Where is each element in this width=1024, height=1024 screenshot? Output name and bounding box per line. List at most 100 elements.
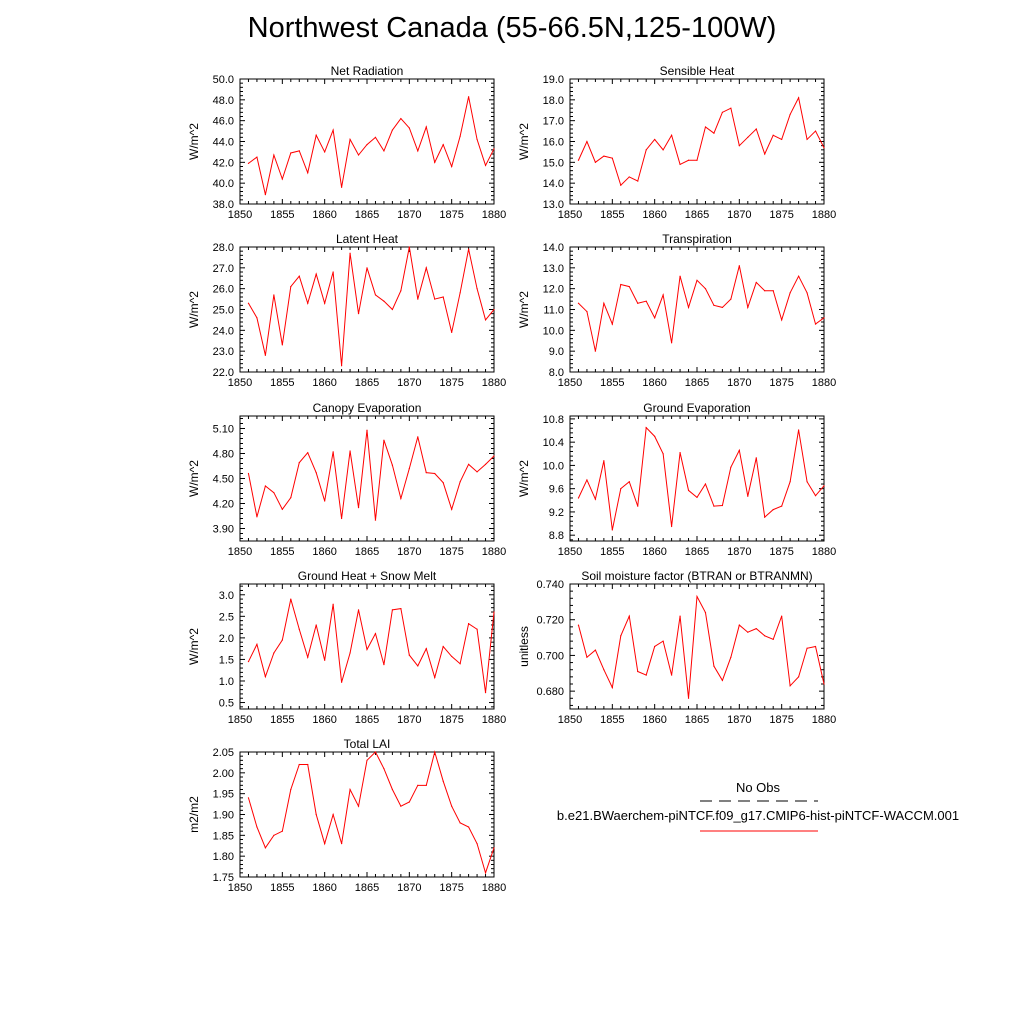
y-tick-label: 42.0 bbox=[213, 157, 234, 169]
data-point bbox=[493, 308, 495, 311]
x-tick-label: 1850 bbox=[228, 882, 252, 894]
data-point bbox=[654, 317, 656, 319]
data-point bbox=[298, 628, 300, 630]
x-tick-label: 1870 bbox=[397, 209, 421, 221]
data-point bbox=[637, 505, 639, 507]
data-point bbox=[247, 660, 250, 663]
data-point bbox=[493, 455, 495, 457]
series-line bbox=[578, 426, 825, 531]
data-point bbox=[400, 497, 402, 500]
x-tick-label: 1880 bbox=[812, 714, 836, 726]
x-tick-label: 1865 bbox=[685, 377, 709, 389]
data-point bbox=[459, 822, 461, 824]
y-tick-label: 8.8 bbox=[549, 530, 564, 542]
data-point bbox=[603, 155, 605, 157]
data-point bbox=[425, 472, 427, 474]
data-point bbox=[764, 153, 766, 155]
data-point bbox=[434, 676, 436, 679]
data-point bbox=[772, 134, 774, 136]
x-tick-label: 1880 bbox=[482, 546, 506, 558]
panel-title: Sensible Heat bbox=[660, 64, 735, 78]
data-point bbox=[781, 319, 783, 321]
series-line bbox=[248, 246, 495, 366]
data-point bbox=[298, 763, 300, 766]
data-point bbox=[781, 615, 783, 617]
data-point bbox=[645, 300, 647, 302]
data-point bbox=[366, 648, 368, 651]
data-point bbox=[476, 288, 478, 290]
data-point bbox=[577, 302, 580, 304]
data-point bbox=[281, 178, 283, 180]
data-point bbox=[341, 517, 343, 520]
y-tick-label: 3.90 bbox=[213, 524, 234, 536]
x-tick-label: 1865 bbox=[355, 882, 379, 894]
data-point bbox=[349, 652, 351, 654]
y-tick-label: 0.5 bbox=[219, 698, 234, 710]
data-point bbox=[332, 451, 334, 453]
data-point bbox=[823, 317, 825, 319]
data-point bbox=[247, 797, 250, 799]
panel-title: Canopy Evaporation bbox=[313, 401, 422, 415]
data-point bbox=[730, 466, 732, 468]
data-point bbox=[264, 194, 266, 196]
data-point bbox=[738, 449, 740, 451]
data-point bbox=[594, 649, 597, 651]
y-tick-label: 0.740 bbox=[536, 579, 564, 591]
panel-8: Soil moisture factor (BTRAN or BTRANMN) u… bbox=[517, 569, 836, 726]
x-tick-label: 1855 bbox=[600, 714, 624, 726]
series-line bbox=[578, 265, 825, 352]
data-point bbox=[451, 805, 453, 807]
y-tick-label: 44.0 bbox=[213, 137, 234, 149]
series-line bbox=[248, 598, 495, 693]
x-tick-label: 1875 bbox=[439, 209, 463, 221]
data-point bbox=[764, 290, 766, 292]
data-point bbox=[374, 136, 377, 138]
data-point bbox=[315, 273, 317, 275]
data-point bbox=[468, 248, 470, 250]
x-tick-label: 1850 bbox=[228, 209, 252, 221]
x-tick-label: 1875 bbox=[439, 882, 463, 894]
data-point bbox=[671, 525, 673, 528]
data-point bbox=[679, 275, 681, 277]
y-axis-label: W/m^2 bbox=[187, 460, 201, 497]
data-point bbox=[645, 149, 647, 151]
data-point bbox=[374, 294, 377, 296]
panel-3: Latent Heat W/m^2 1850 1855 1860 1865 1870 1875… bbox=[187, 232, 506, 389]
data-point bbox=[721, 306, 724, 309]
data-point bbox=[789, 113, 791, 116]
legend-obs-label: No Obs bbox=[736, 780, 781, 795]
data-point bbox=[315, 134, 317, 136]
data-point bbox=[383, 150, 385, 152]
data-point bbox=[586, 479, 588, 481]
y-tick-label: 1.85 bbox=[213, 830, 234, 842]
data-point bbox=[400, 607, 402, 610]
data-point bbox=[425, 126, 427, 128]
y-tick-label: 14.0 bbox=[543, 178, 564, 190]
data-point bbox=[332, 603, 334, 605]
plot-frame bbox=[239, 78, 495, 205]
data-point bbox=[408, 246, 410, 248]
data-point bbox=[324, 843, 326, 845]
data-point bbox=[391, 129, 393, 131]
series-line bbox=[247, 750, 495, 875]
data-point bbox=[357, 154, 360, 156]
data-point bbox=[417, 436, 419, 438]
data-point bbox=[442, 482, 444, 484]
data-point bbox=[468, 826, 470, 828]
data-point bbox=[747, 631, 749, 633]
data-point bbox=[637, 180, 639, 182]
data-point bbox=[594, 350, 597, 352]
data-point bbox=[721, 504, 724, 507]
data-point bbox=[357, 313, 360, 315]
data-point bbox=[264, 847, 266, 849]
panel-7: Ground Heat + Snow Melt W/m^2 1850 1855 1860… bbox=[187, 569, 506, 726]
x-tick-label: 1880 bbox=[482, 882, 506, 894]
data-point bbox=[814, 645, 817, 648]
data-point bbox=[273, 652, 275, 654]
panel-title: Total LAI bbox=[344, 737, 391, 751]
data-point bbox=[738, 265, 740, 267]
data-point bbox=[349, 252, 351, 254]
x-tick-label: 1850 bbox=[228, 377, 252, 389]
x-tick-label: 1870 bbox=[727, 714, 751, 726]
y-tick-label: 1.80 bbox=[213, 851, 234, 863]
